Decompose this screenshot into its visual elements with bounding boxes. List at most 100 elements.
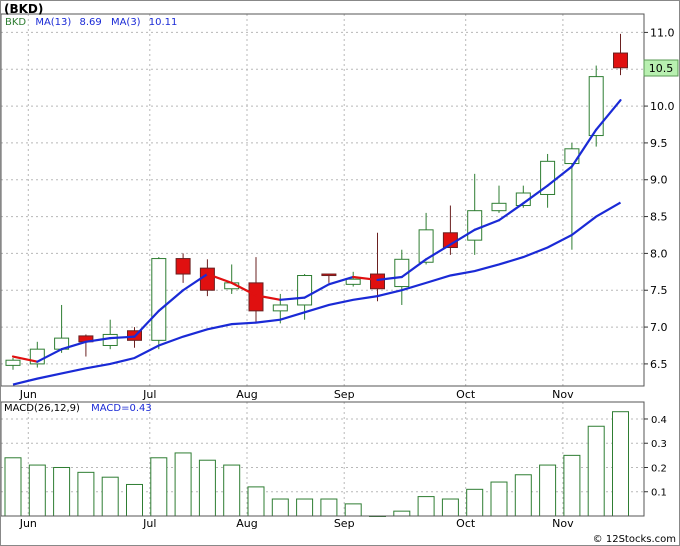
legend-ma3-value: 10.11 <box>149 17 178 28</box>
macd-bar-20 <box>490 481 508 517</box>
ma13-line <box>12 201 622 386</box>
macd-month-label-0: Jun <box>19 517 37 530</box>
legend-ma3-label: MA(3) <box>111 17 141 28</box>
macd-axis: 0.1 0.2 0.3 0.4 <box>644 415 667 499</box>
ma3-segment-11 <box>254 294 282 301</box>
macd-bar-23 <box>563 454 581 517</box>
price-tick-label-1: 7.0 <box>650 321 668 334</box>
macd-legend: MACD(26,12,9) MACD=0.43 <box>4 403 152 414</box>
ma3-segment-19 <box>449 228 476 246</box>
price-tick-label-3: 8.0 <box>650 247 668 260</box>
ma3-segment-18 <box>425 243 452 261</box>
ma3-segment-8 <box>182 272 209 292</box>
macd-bar-11 <box>271 498 289 517</box>
last-price-badge: 10.5 <box>643 59 679 77</box>
macd-bar-8 <box>198 459 216 517</box>
candle-body-25 <box>613 52 628 69</box>
macd-tick-label-3: 0.4 <box>651 415 667 426</box>
price-tick-label-6: 9.5 <box>650 137 668 150</box>
macd-bar-4 <box>101 476 119 517</box>
ma3-segment-23 <box>546 165 574 187</box>
price-badge-box <box>643 59 679 77</box>
macd-bar-24 <box>587 425 605 517</box>
price-tick-label-9: 11.0 <box>650 26 675 39</box>
ma3-segment-25 <box>595 99 622 131</box>
macd-bar-6 <box>150 457 168 517</box>
macd-bar-12 <box>296 498 314 517</box>
ma3-segment-2 <box>36 348 63 363</box>
price-tick-label-4: 8.5 <box>650 211 668 224</box>
ma3-segment-10 <box>230 281 258 297</box>
candle-bodies <box>5 52 628 366</box>
macd-bar-10 <box>247 486 265 517</box>
month-labels: Jun Jun Jul Jul Aug Aug Sep Sep Oct Oct Nov Nov <box>19 388 574 530</box>
price-month-label-2: Aug <box>236 388 257 401</box>
price-tick-label-5: 9.0 <box>650 174 668 187</box>
ma3-segment-15 <box>352 275 379 282</box>
candle-body-13 <box>321 273 337 277</box>
price-month-label-4: Oct <box>456 388 476 401</box>
ma3-segment-4 <box>84 337 112 343</box>
candle-body-12 <box>297 275 313 306</box>
macd-bar-5 <box>126 483 143 517</box>
macd-tick-label-1: 0.2 <box>651 463 667 474</box>
price-month-label-5: Nov <box>552 388 574 401</box>
ma3-segment-22 <box>522 184 549 205</box>
ma3-segment-12 <box>279 296 306 301</box>
macd-month-label-1: Jul <box>142 517 156 530</box>
legend-ma13-value: 8.69 <box>80 17 102 28</box>
macd-month-label-4: Oct <box>456 517 476 530</box>
macd-bar-17 <box>417 496 435 517</box>
price-badge-value: 10.5 <box>649 62 674 75</box>
macd-bar-9 <box>223 464 241 517</box>
legend-symbol: BKD <box>5 17 26 28</box>
price-tick-label-7: 10.0 <box>650 100 675 113</box>
price-tick-label-2: 7.5 <box>650 284 668 297</box>
macd-bar-25 <box>612 411 629 517</box>
candle-body-24 <box>588 76 604 137</box>
macd-bar-7 <box>174 452 192 517</box>
macd-bar-3 <box>77 471 95 517</box>
macd-bars <box>4 411 629 517</box>
ma3-segment-9 <box>206 272 233 284</box>
candle-body-14 <box>345 278 361 285</box>
candle-body-6 <box>151 258 167 341</box>
ma3-segment-3 <box>60 340 88 351</box>
candle-body-15 <box>370 273 385 290</box>
macd-legend-label: MACD(26,12,9) <box>4 403 80 414</box>
candle-body-23 <box>564 148 580 165</box>
ma3-segment-17 <box>400 258 428 279</box>
price-month-label-3: Sep <box>334 388 355 401</box>
legend-ma13-label: MA(13) <box>35 17 71 28</box>
macd-bar-13 <box>320 498 338 517</box>
macd-bar-18 <box>441 498 459 517</box>
macd-bar-2 <box>53 466 71 517</box>
ma3-segment-20 <box>473 219 501 231</box>
ma3-segment-6 <box>133 309 160 338</box>
ma3-segment-13 <box>303 283 330 299</box>
candle-body-8 <box>199 267 215 291</box>
price-month-label-1: Jul <box>142 388 156 401</box>
macd-bar-19 <box>466 488 484 517</box>
ma3-segment-14 <box>327 275 355 286</box>
macd-legend-value: MACD=0.43 <box>91 403 152 414</box>
candle-body-19 <box>467 210 483 241</box>
macd-bar-14 <box>344 503 362 517</box>
macd-month-label-2: Aug <box>236 517 257 530</box>
watermark-credit: © 12Stocks.com <box>593 534 676 545</box>
ma3-segment-5 <box>109 335 136 340</box>
macd-bar-22 <box>539 464 557 517</box>
legend: BKD MA(13) 8.69 MA(3) 10.11 <box>5 17 177 28</box>
candle-body-7 <box>175 258 191 275</box>
candle-body-0 <box>5 359 21 366</box>
moving-average-lines <box>11 99 622 386</box>
ma3-segment-21 <box>497 202 525 222</box>
ma3-segment-7 <box>157 289 185 312</box>
macd-tick-label-0: 0.1 <box>651 488 667 499</box>
ma3-segment-1 <box>11 355 39 363</box>
price-tick-label-0: 6.5 <box>650 358 668 371</box>
macd-tick-label-2: 0.3 <box>651 439 667 450</box>
macd-bar-0 <box>4 457 22 517</box>
ma3-segment-24 <box>570 128 598 168</box>
